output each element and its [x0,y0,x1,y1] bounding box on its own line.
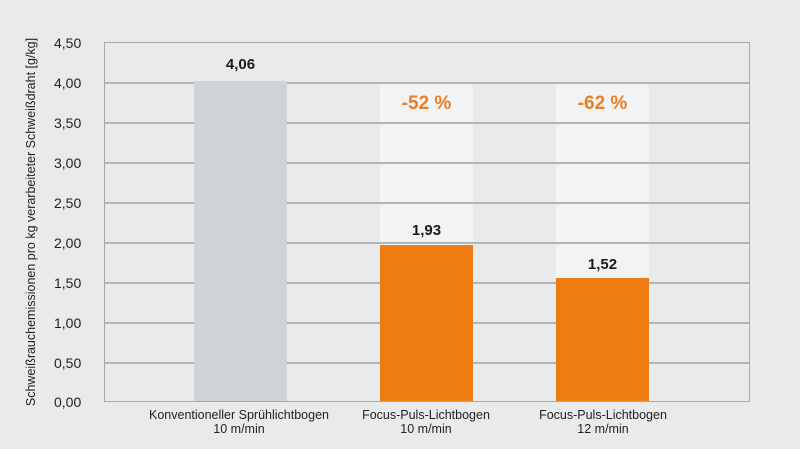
value-label-2: 1,93 [411,222,442,239]
reduction-label-2: -52 % [401,93,452,114]
reduction-label-3: -62 % [577,93,628,114]
y-tick-000: 0,00 [54,394,82,410]
category-label-1: Konventioneller Sprühlichtbogen 10 m/min [149,408,329,436]
y-tick-450: 4,50 [54,35,82,51]
y-tick-200: 2,00 [54,235,82,251]
bar-focus-puls-10 [380,245,473,401]
category-label-2-speed: 10 m/min [400,422,452,436]
y-tick-100: 1,00 [54,315,82,331]
y-tick-300: 3,00 [54,155,82,171]
category-label-3-name: Focus-Puls-Lichtbogen [539,408,667,422]
category-label-3-speed: 12 m/min [577,422,629,436]
gridline [105,202,749,204]
gridline [105,82,749,84]
bar-focus-puls-12 [556,278,649,401]
y-tick-350: 3,50 [54,115,82,131]
gridline [105,162,749,164]
value-label-1: 4,06 [225,56,256,73]
y-tick-400: 4,00 [54,75,82,91]
category-label-1-name: Konventioneller Sprühlichtbogen [149,408,329,422]
gridline [105,122,749,124]
value-label-3: 1,52 [587,256,618,273]
bar-konventionell [194,81,287,401]
category-label-1-speed: 10 m/min [213,422,265,436]
y-tick-050: 0,50 [54,355,82,371]
y-tick-150: 1,50 [54,275,82,291]
plot-area: 4,06 1,93 1,52 -52 % -62 % [104,42,750,402]
y-tick-250: 2,50 [54,195,82,211]
category-label-2: Focus-Puls-Lichtbogen 10 m/min [362,408,490,436]
category-label-3: Focus-Puls-Lichtbogen 12 m/min [539,408,667,436]
category-label-2-name: Focus-Puls-Lichtbogen [362,408,490,422]
y-axis-label: Schweißrauchemissionen pro kg verarbeite… [24,37,38,407]
gridline [105,242,749,244]
